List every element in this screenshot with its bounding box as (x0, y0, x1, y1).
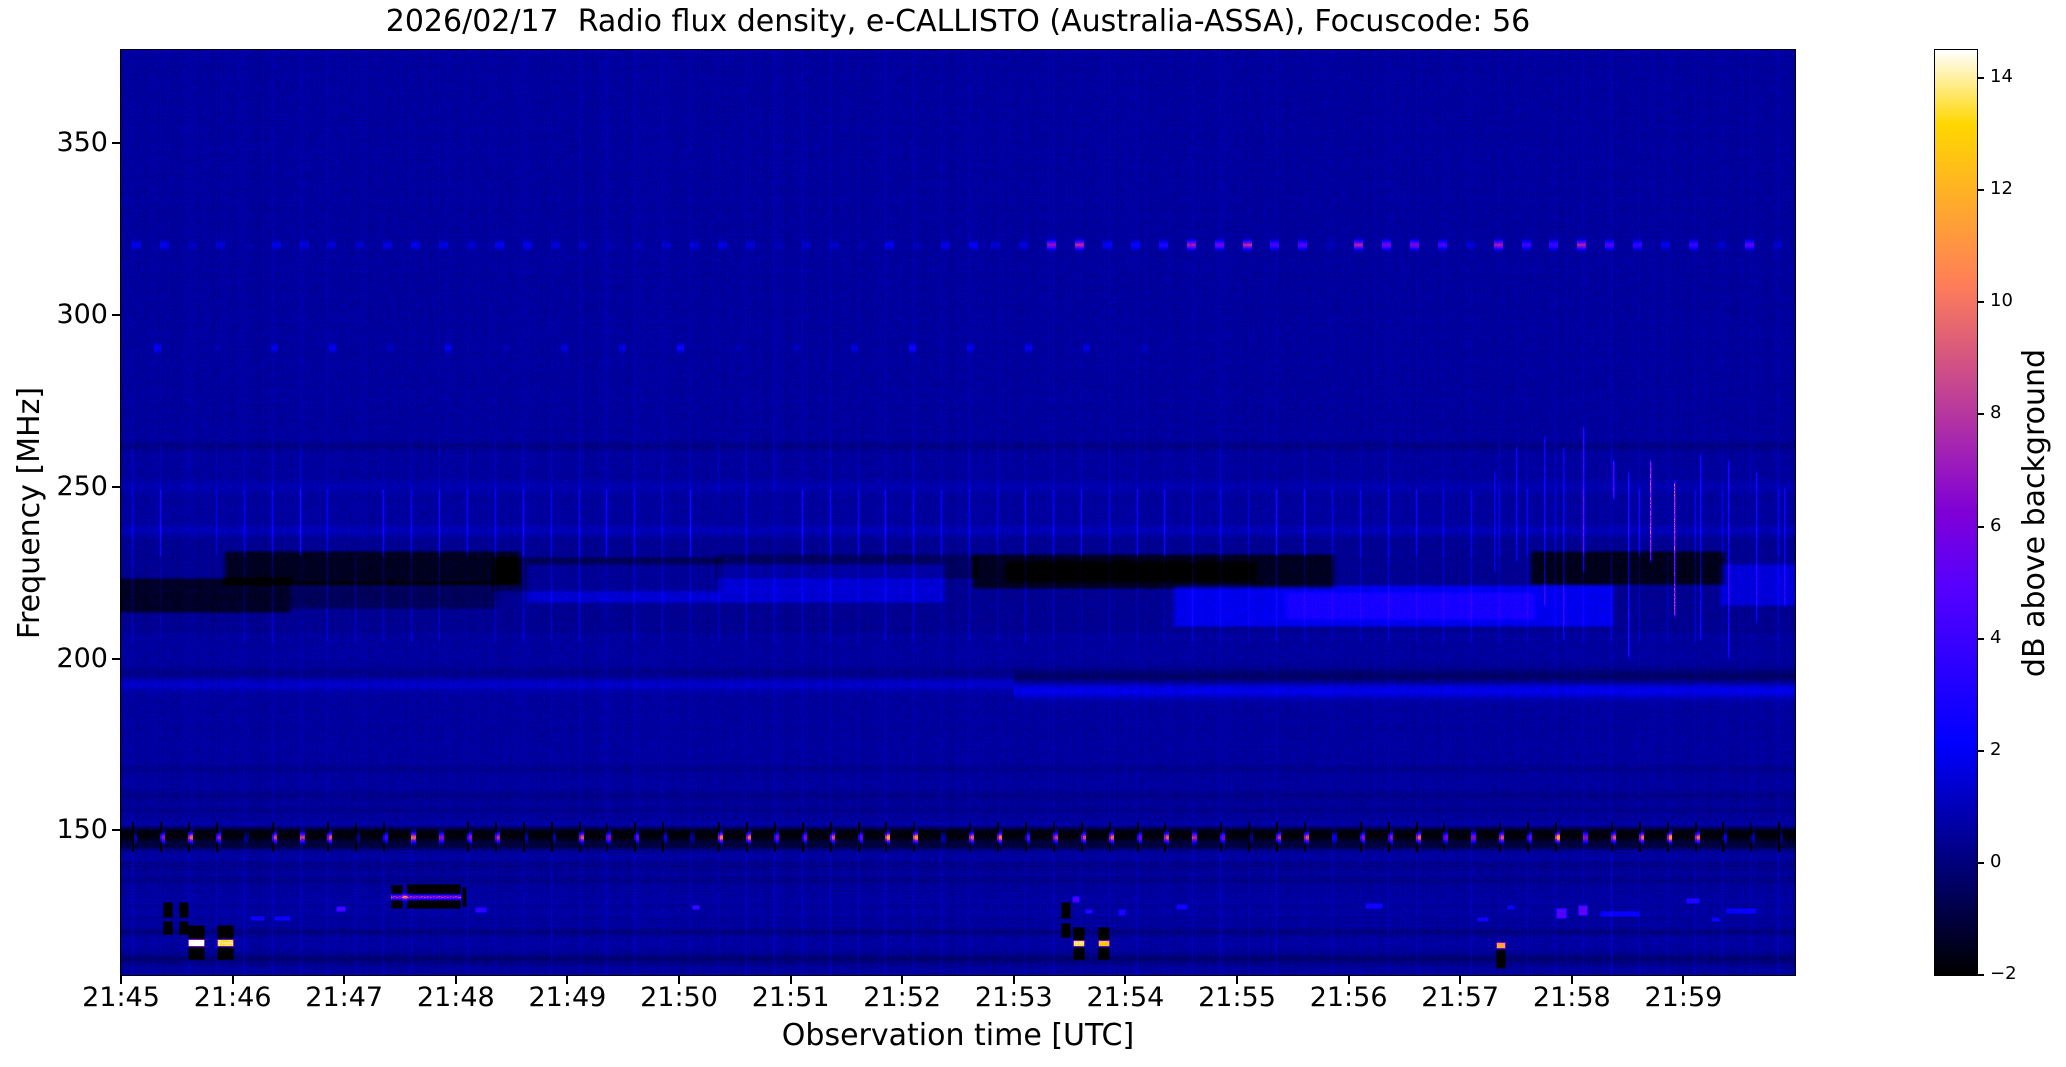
y-tick-mark (112, 485, 120, 488)
x-tick-label: 21:56 (1309, 982, 1388, 1013)
y-tick-label: 250 (56, 470, 108, 502)
colorbar-tick-label: 12 (1990, 178, 2013, 200)
x-tick-mark (1570, 976, 1573, 984)
colorbar-canvas (1935, 50, 1977, 975)
colorbar-tick-mark (1977, 525, 1984, 528)
x-tick-mark (789, 976, 792, 984)
x-tick-mark (1012, 976, 1015, 984)
colorbar-tick-mark (1977, 77, 1984, 80)
x-tick-mark (901, 976, 904, 984)
x-tick-label: 21:57 (1421, 982, 1500, 1013)
colorbar-tick-mark (1977, 301, 1984, 304)
x-tick-label: 21:55 (1198, 982, 1276, 1013)
x-tick-mark (1459, 976, 1462, 984)
colorbar-tick-mark (1977, 413, 1984, 416)
colorbar-tick-label: 6 (1990, 514, 2002, 536)
y-tick-label: 300 (56, 298, 108, 330)
colorbar-tick-label: 0 (1990, 850, 2002, 872)
x-tick-label: 21:50 (640, 982, 718, 1013)
x-tick-label: 21:54 (1086, 982, 1165, 1013)
x-tick-label: 21:47 (305, 982, 384, 1013)
chart-title: 2026/02/17 Radio flux density, e-CALLIST… (385, 4, 1531, 39)
colorbar-tick-mark (1977, 861, 1984, 864)
x-tick-mark (1347, 976, 1350, 984)
x-tick-label: 21:52 (863, 982, 942, 1013)
x-tick-label: 21:51 (751, 982, 830, 1013)
x-tick-mark (231, 976, 234, 984)
x-tick-label: 21:48 (416, 982, 495, 1013)
x-tick-mark (566, 976, 569, 984)
x-tick-mark (678, 976, 680, 984)
x-tick-label: 21:46 (193, 982, 272, 1013)
x-tick-label: 21:58 (1532, 982, 1611, 1013)
y-tick-label: 150 (56, 814, 108, 846)
colorbar-tick-label: 10 (1990, 290, 2013, 312)
x-tick-mark (1682, 976, 1685, 984)
colorbar-tick-label: 4 (1990, 626, 2002, 648)
x-tick-mark (120, 976, 122, 984)
spectrogram-canvas (121, 50, 1795, 975)
colorbar-tick-label: 14 (1990, 66, 2013, 88)
colorbar-tick-label: 2 (1990, 738, 2002, 760)
x-tick-label: 21:45 (82, 982, 160, 1013)
x-axis-label: Observation time [UTC] (781, 1018, 1135, 1053)
y-axis-label: Frequency [MHz] (12, 386, 47, 640)
x-tick-label: 21:59 (1644, 982, 1723, 1013)
x-tick-label: 21:49 (528, 982, 607, 1013)
x-tick-mark (1124, 976, 1127, 984)
colorbar-tick-mark (1977, 974, 1984, 976)
y-tick-mark (112, 313, 120, 316)
y-tick-label: 350 (56, 127, 108, 159)
x-tick-mark (1236, 976, 1238, 984)
y-tick-label: 200 (56, 642, 108, 674)
colorbar-label: dB above background (2017, 348, 2052, 678)
colorbar-tick-mark (1977, 189, 1984, 192)
x-tick-label: 21:53 (974, 982, 1053, 1013)
x-tick-mark (454, 976, 457, 984)
colorbar-tick-label: −2 (1990, 963, 2017, 984)
y-tick-mark (112, 829, 120, 832)
colorbar-tick-mark (1977, 749, 1984, 752)
x-tick-mark (343, 976, 346, 984)
colorbar-tick-mark (1977, 637, 1984, 640)
colorbar-tick-label: 8 (1990, 402, 2002, 424)
y-tick-mark (112, 657, 120, 660)
y-tick-mark (112, 142, 120, 145)
